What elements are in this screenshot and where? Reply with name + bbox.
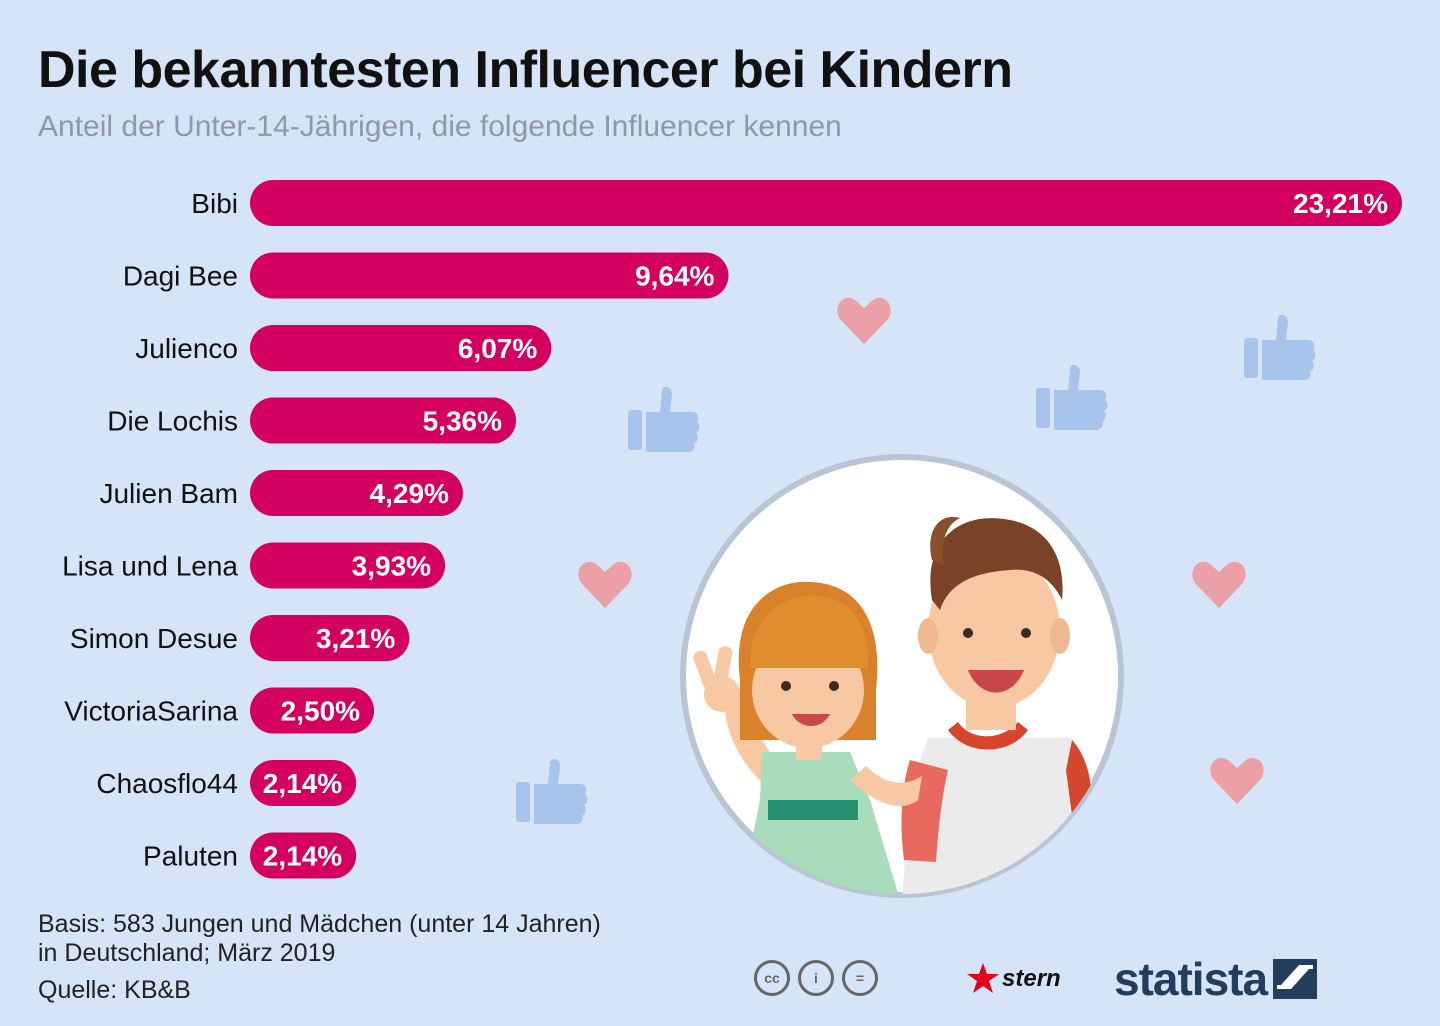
stern-logo: stern <box>966 962 1061 996</box>
bar <box>250 180 1402 226</box>
category-label: Julienco <box>135 333 238 364</box>
bar <box>250 325 552 371</box>
category-label: VictoriaSarina <box>64 696 238 727</box>
footnote-line: Basis: 583 Jungen und Mädchen (unter 14 … <box>38 910 601 938</box>
category-label: Simon Desue <box>70 623 238 654</box>
bar <box>250 252 729 299</box>
value-label: 2,14% <box>263 768 342 799</box>
category-label: Julien Bam <box>99 478 238 509</box>
value-label: 9,64% <box>635 261 714 292</box>
category-label: Paluten <box>143 841 238 872</box>
category-label: Die Lochis <box>107 406 238 437</box>
chart-title: Die bekanntesten Influencer bei Kindern <box>38 41 1013 99</box>
bar <box>250 470 463 516</box>
chart-subtitle: Anteil der Unter-14-Jährigen, die folgen… <box>38 110 842 143</box>
value-label: 6,07% <box>458 333 537 364</box>
thumbs-up-icon <box>1036 364 1108 430</box>
heart-icon <box>1210 757 1264 804</box>
noderivs-icon: = <box>842 960 878 996</box>
statista-logo: statista <box>1114 952 1318 1006</box>
cc-icon: cc <box>754 960 790 996</box>
value-label: 4,29% <box>370 478 449 509</box>
category-label: Bibi <box>191 188 238 219</box>
bar <box>250 615 410 661</box>
heart-icon <box>1192 561 1246 608</box>
category-label: Chaosflo44 <box>96 768 238 799</box>
value-label: 5,36% <box>423 406 502 437</box>
value-label: 3,93% <box>352 551 431 582</box>
source-note: Quelle: KB&B <box>38 976 191 1004</box>
bar <box>250 687 375 734</box>
bar <box>250 760 357 806</box>
footnote: Basis: 583 Jungen und Mädchen (unter 14 … <box>38 910 601 968</box>
bar <box>250 397 517 444</box>
category-label: Lisa und Lena <box>62 551 238 582</box>
stern-star-icon <box>967 963 999 993</box>
footnote-line: in Deutschland; März 2019 <box>38 939 336 967</box>
thumbs-up-icon <box>516 758 588 824</box>
value-label: 3,21% <box>316 623 395 654</box>
heart-icon <box>837 297 891 344</box>
stern-wordmark: stern <box>1002 965 1061 992</box>
statista-mark-icon <box>1273 959 1318 999</box>
statista-wordmark: statista <box>1114 953 1268 1005</box>
bar <box>250 542 446 589</box>
thumbs-up-icon <box>1244 314 1316 380</box>
value-label: 2,50% <box>281 696 360 727</box>
category-label: Dagi Bee <box>123 261 238 292</box>
attribution-icon: i <box>798 960 834 996</box>
license-icons: cc i = <box>754 960 878 996</box>
value-label: 2,14% <box>263 841 342 872</box>
heart-icon <box>578 561 632 608</box>
bar <box>250 832 357 879</box>
thumbs-up-icon <box>628 386 700 452</box>
value-label: 23,21% <box>1293 188 1388 219</box>
